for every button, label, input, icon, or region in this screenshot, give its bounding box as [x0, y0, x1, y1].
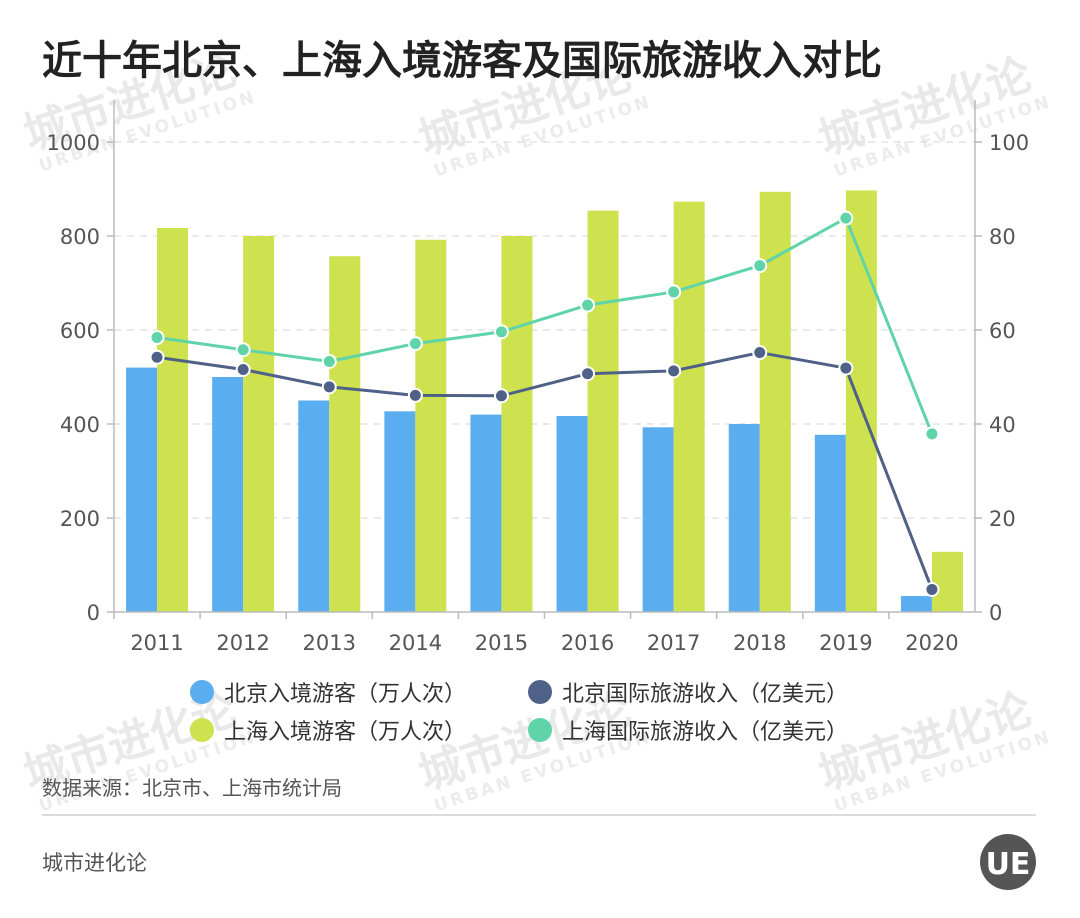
bar-beijing-visitors — [212, 377, 244, 612]
y-left-tick-label: 0 — [87, 601, 100, 625]
bar-shanghai-visitors — [329, 256, 361, 612]
point-shanghai-revenue — [752, 258, 768, 274]
point-beijing-revenue — [666, 363, 682, 379]
point-beijing-revenue — [321, 379, 337, 395]
point-shanghai-revenue — [580, 297, 596, 313]
legend-label: 北京国际旅游收入（亿美元） — [562, 682, 848, 707]
legend-item: 北京入境游客（万人次） — [190, 680, 466, 707]
x-tick-label: 2012 — [216, 631, 269, 655]
bar-shanghai-visitors — [931, 551, 963, 612]
bar-beijing-visitors — [900, 596, 932, 612]
legend-label: 上海国际旅游收入（亿美元） — [562, 720, 848, 745]
logo-text: UE — [986, 847, 1031, 882]
bar-shanghai-visitors — [157, 228, 189, 612]
point-beijing-revenue — [924, 581, 940, 597]
bars — [126, 190, 963, 612]
legend-label: 上海入境游客（万人次） — [224, 720, 466, 745]
x-tick-label: 2017 — [647, 631, 700, 655]
y-left-tick-label: 1000 — [47, 131, 100, 155]
point-shanghai-revenue — [493, 324, 509, 340]
point-shanghai-revenue — [924, 426, 940, 442]
bar-shanghai-visitors — [415, 239, 447, 612]
legend-marker — [190, 680, 214, 704]
y-right-tick-label: 20 — [989, 507, 1016, 531]
point-shanghai-revenue — [838, 210, 854, 226]
axes: 0 200 400 600 800 1000 0 20 40 60 80 100 2011 2012 201… — [47, 100, 1029, 655]
x-tick-label: 2014 — [389, 631, 442, 655]
bar-beijing-visitors — [470, 414, 502, 612]
brand-logo: UE — [980, 834, 1036, 890]
bar-beijing-visitors — [814, 434, 846, 612]
point-beijing-revenue — [752, 345, 768, 361]
bar-beijing-visitors — [642, 427, 674, 612]
point-beijing-revenue — [580, 366, 596, 382]
legend-item: 上海国际旅游收入（亿美元） — [528, 718, 848, 745]
x-tick-label: 2016 — [561, 631, 614, 655]
x-tick-label: 2018 — [733, 631, 786, 655]
line-beijing-revenue — [156, 351, 934, 590]
point-beijing-revenue — [407, 387, 423, 403]
point-beijing-revenue — [493, 388, 509, 404]
point-beijing-revenue — [235, 361, 251, 377]
point-shanghai-revenue — [321, 353, 337, 369]
legend-label: 北京入境游客（万人次） — [224, 682, 466, 707]
y-right-tick-label: 40 — [989, 413, 1016, 437]
line-series — [149, 210, 940, 597]
y-right-tick-label: 80 — [989, 225, 1016, 249]
bar-beijing-visitors — [728, 424, 760, 612]
y-right-tick-label: 0 — [989, 601, 1002, 625]
bar-shanghai-visitors — [759, 191, 791, 612]
legend-item: 上海入境游客（万人次） — [190, 718, 466, 745]
y-left-tick-label: 600 — [60, 319, 100, 343]
legend-item: 北京国际旅游收入（亿美元） — [528, 680, 848, 707]
x-tick-label: 2013 — [303, 631, 356, 655]
y-right-tick-label: 100 — [989, 131, 1029, 155]
chart-title: 近十年北京、上海入境游客及国际旅游收入对比 — [42, 38, 882, 84]
bar-shanghai-visitors — [243, 236, 275, 612]
legend-marker — [528, 680, 552, 704]
point-shanghai-revenue — [407, 336, 423, 352]
point-beijing-revenue — [149, 349, 165, 365]
bar-beijing-visitors — [556, 416, 588, 612]
bar-shanghai-visitors — [587, 210, 619, 612]
y-left-tick-label: 200 — [60, 507, 100, 531]
x-tick-label: 2015 — [475, 631, 528, 655]
bar-beijing-visitors — [384, 411, 416, 612]
x-tick-label: 2020 — [905, 631, 958, 655]
legend-marker — [528, 718, 552, 742]
data-source: 数据来源：北京市、上海市统计局 — [42, 776, 342, 800]
x-tick-label: 2019 — [819, 631, 872, 655]
brand-name: 城市进化论 — [42, 851, 147, 875]
point-shanghai-revenue — [149, 330, 165, 346]
y-left-tick-label: 800 — [60, 225, 100, 249]
point-beijing-revenue — [838, 360, 854, 376]
x-tick-label: 2011 — [130, 631, 183, 655]
point-shanghai-revenue — [666, 284, 682, 300]
y-right-tick-label: 60 — [989, 319, 1016, 343]
point-shanghai-revenue — [235, 342, 251, 358]
line-shanghai-revenue — [156, 216, 934, 435]
bar-shanghai-visitors — [501, 236, 533, 612]
bar-shanghai-visitors — [673, 201, 705, 612]
legend: 北京入境游客（万人次） 北京国际旅游收入（亿美元） 上海入境游客（万人次） 上海国际旅… — [190, 680, 848, 745]
legend-marker — [190, 718, 214, 742]
bar-beijing-visitors — [298, 400, 330, 612]
y-left-tick-label: 400 — [60, 413, 100, 437]
logo-circle — [980, 834, 1036, 890]
bar-beijing-visitors — [126, 367, 158, 612]
